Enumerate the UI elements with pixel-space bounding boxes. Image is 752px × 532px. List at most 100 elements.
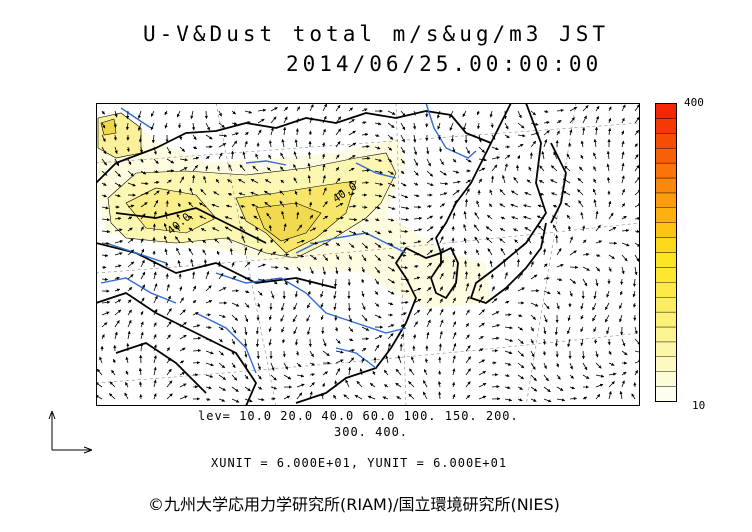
scale-cell bbox=[655, 356, 677, 372]
wind-arrow bbox=[333, 290, 337, 300]
wind-arrow bbox=[269, 238, 273, 244]
wind-arrow bbox=[581, 350, 585, 360]
wind-arrow bbox=[477, 262, 481, 268]
wind-arrow bbox=[294, 290, 298, 298]
wind-arrow bbox=[244, 290, 250, 294]
wind-arrow bbox=[579, 166, 584, 172]
wind-arrow bbox=[464, 271, 469, 280]
wind-arrow bbox=[465, 334, 470, 340]
wind-arrow bbox=[621, 104, 626, 112]
wind-arrow bbox=[192, 361, 201, 365]
wind-arrow bbox=[523, 215, 532, 220]
wind-arrow bbox=[387, 302, 394, 306]
wind-arrow bbox=[109, 393, 116, 400]
wind-arrow bbox=[530, 314, 536, 320]
wind-arrow bbox=[335, 202, 344, 208]
wind-arrow bbox=[307, 326, 311, 335]
wind-arrow bbox=[203, 259, 208, 268]
wind-arrow bbox=[412, 122, 417, 130]
wind-arrow bbox=[438, 370, 442, 376]
wind-arrow bbox=[205, 122, 210, 131]
wind-arrow bbox=[387, 182, 396, 187]
wind-arrow bbox=[490, 122, 494, 128]
wind-arrow bbox=[437, 381, 442, 388]
wind-arrow bbox=[320, 314, 324, 321]
rivers bbox=[100, 103, 477, 374]
wind-arrow bbox=[166, 393, 173, 400]
wind-arrow bbox=[263, 190, 272, 196]
wind-arrow bbox=[567, 225, 572, 232]
wind-arrow bbox=[322, 266, 326, 276]
wind-arrow bbox=[190, 258, 194, 268]
wind-arrow bbox=[491, 336, 500, 340]
wind-arrow bbox=[198, 202, 207, 208]
wind-arrow bbox=[192, 300, 197, 304]
wind-arrow bbox=[569, 250, 577, 256]
wind-arrow bbox=[231, 275, 237, 280]
wind-arrow bbox=[296, 374, 305, 378]
wind-arrow bbox=[322, 215, 329, 220]
wind-arrow bbox=[400, 333, 404, 340]
wind-arrow bbox=[504, 350, 513, 355]
wind-arrow bbox=[164, 110, 168, 116]
wind-arrow bbox=[348, 118, 355, 124]
wind-arrow bbox=[101, 322, 108, 328]
wind-arrow bbox=[244, 110, 253, 114]
wind-arrow bbox=[205, 362, 214, 367]
wind-arrow bbox=[478, 348, 484, 352]
wind-arrow bbox=[465, 295, 470, 304]
wind-arrow bbox=[524, 192, 532, 196]
contour-levels: lev= 10.0 20.0 40.0 60.0 100. 150. 200. bbox=[198, 409, 519, 423]
wind-arrow bbox=[369, 382, 376, 388]
wind-arrow bbox=[296, 239, 305, 244]
wind-arrow bbox=[552, 224, 558, 232]
wind-arrow bbox=[491, 298, 498, 304]
wind-arrow bbox=[322, 338, 327, 347]
wind-arrow bbox=[595, 210, 599, 220]
wind-arrow bbox=[478, 359, 486, 364]
wind-arrow bbox=[491, 134, 496, 140]
wind-arrow bbox=[582, 278, 588, 287]
wind-arrow bbox=[114, 170, 121, 177]
scale-cell bbox=[655, 133, 677, 149]
wind-arrow bbox=[530, 398, 537, 402]
wind-arrow bbox=[478, 158, 487, 162]
wind-arrow bbox=[268, 154, 272, 160]
wind-arrow bbox=[556, 374, 561, 380]
wind-arrow bbox=[140, 310, 144, 316]
wind-arrow bbox=[504, 286, 510, 292]
wind-arrow bbox=[478, 167, 486, 172]
wind-arrow bbox=[387, 122, 395, 129]
wind-arrow bbox=[335, 368, 341, 376]
wind-arrow bbox=[335, 128, 342, 136]
wind-vectors bbox=[96, 103, 640, 403]
contour-levels-cont: 300. 400. bbox=[334, 425, 409, 439]
wind-arrow bbox=[400, 206, 410, 210]
wind-arrow bbox=[114, 331, 118, 340]
wind-arrow bbox=[510, 190, 519, 196]
wind-arrow bbox=[227, 193, 233, 197]
wind-arrow bbox=[500, 247, 506, 256]
wind-arrow bbox=[621, 175, 625, 184]
wind-arrow bbox=[101, 229, 111, 234]
wind-arrow bbox=[361, 326, 370, 331]
wind-arrow bbox=[621, 338, 626, 347]
wind-arrow bbox=[374, 194, 383, 198]
wind-arrow bbox=[372, 370, 376, 376]
wind-arrow bbox=[465, 179, 471, 184]
wind-arrow bbox=[322, 163, 326, 172]
wind-arrow bbox=[439, 298, 443, 304]
wind-arrow bbox=[200, 188, 207, 196]
scale-cell bbox=[655, 371, 677, 387]
wind-arrow bbox=[634, 203, 640, 208]
wind-arrow bbox=[452, 270, 456, 280]
wind-arrow bbox=[452, 200, 458, 208]
wind-arrow bbox=[334, 380, 338, 388]
wind-arrow bbox=[283, 126, 287, 136]
copyright-notice: ©九州大学応用力学研究所(RIAM)/国立環境研究所(NIES) bbox=[148, 495, 560, 514]
wind-arrow bbox=[361, 205, 368, 209]
wind-arrow bbox=[113, 134, 117, 141]
wind-arrow bbox=[283, 253, 290, 257]
wind-arrow bbox=[250, 178, 259, 184]
wind-arrow bbox=[348, 167, 355, 172]
